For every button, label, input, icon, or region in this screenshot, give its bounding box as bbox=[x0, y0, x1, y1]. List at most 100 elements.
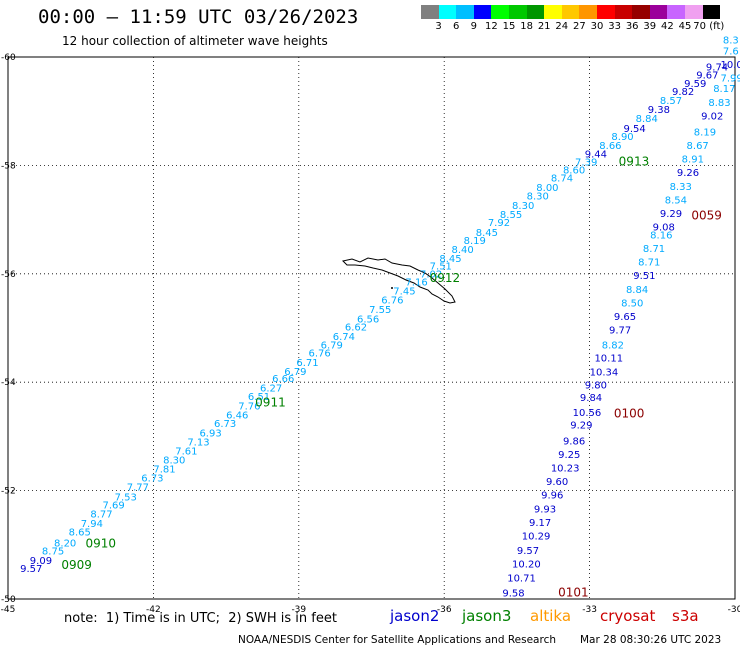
pass-time-label: 0913 bbox=[619, 154, 650, 168]
lat-tick-label: -54 bbox=[1, 378, 16, 388]
wave-height-value: 6.93 bbox=[199, 428, 221, 439]
legend-swatch bbox=[684, 5, 703, 19]
wave-height-value: 7.02 bbox=[420, 270, 442, 281]
wave-height-value: 6.79 bbox=[321, 341, 343, 352]
wave-height-value: 7.61 bbox=[175, 446, 197, 457]
pass-time-label: 0101 bbox=[558, 585, 589, 599]
wave-height-value: 8.19 bbox=[694, 128, 716, 139]
wave-height-value: 8.33 bbox=[670, 182, 692, 193]
legend-swatch bbox=[579, 5, 597, 19]
island-outline bbox=[342, 257, 456, 304]
legend-swatch bbox=[491, 5, 509, 19]
legend-swatch bbox=[526, 5, 545, 19]
wave-height-value: 7.51 bbox=[430, 261, 452, 272]
wave-height-value: 9.25 bbox=[558, 450, 580, 461]
wave-height-value: 6.71 bbox=[296, 358, 318, 369]
wave-height-value: 9.57 bbox=[517, 546, 539, 557]
wave-height-value: 8.84 bbox=[636, 114, 658, 125]
pass-time-label: 0912 bbox=[430, 271, 461, 285]
wave-height-value: 10.29 bbox=[522, 531, 551, 542]
wave-height-value: 8.30 bbox=[512, 201, 534, 212]
wave-height-value: 7.92 bbox=[488, 218, 510, 229]
wave-height-value: 9.26 bbox=[677, 168, 699, 179]
legend-label: 6 bbox=[453, 21, 460, 32]
wave-height-value: 6.56 bbox=[357, 315, 379, 326]
page-title: 00:00 – 11:59 UTC 03/26/2023 bbox=[38, 6, 359, 28]
wave-height-value: 7.99 bbox=[720, 73, 740, 84]
wave-height-value: 9.17 bbox=[529, 518, 551, 529]
legend-label: 70 (ft) bbox=[693, 21, 725, 32]
wave-height-value: 6.51 bbox=[248, 392, 270, 403]
wave-height-value: 9.84 bbox=[580, 393, 602, 404]
legend-swatch bbox=[667, 5, 685, 19]
wave-height-value: 8.45 bbox=[439, 254, 461, 265]
lon-tick-label: -39 bbox=[291, 605, 306, 615]
legend-label: 21 bbox=[537, 21, 551, 32]
wave-height-value: 8.71 bbox=[643, 244, 665, 255]
legend-swatch bbox=[596, 5, 615, 19]
legend-swatch bbox=[508, 5, 527, 19]
lat-tick-label: -50 bbox=[1, 595, 16, 605]
legend-swatch bbox=[544, 5, 562, 19]
wave-height-value: 7.45 bbox=[393, 286, 415, 297]
wave-height-value: 7.69 bbox=[103, 500, 125, 511]
wave-height-value: 6.46 bbox=[226, 411, 248, 422]
wave-height-value: 10.0 bbox=[720, 60, 740, 71]
legend-label: 3 bbox=[435, 21, 442, 32]
wave-height-value: 10.56 bbox=[573, 408, 602, 419]
legend-label: 45 bbox=[678, 21, 692, 32]
satellite-jason3: jason3 bbox=[462, 607, 512, 625]
wave-height-value: 10.71 bbox=[507, 574, 536, 585]
wave-height-value: 8.30 bbox=[527, 192, 549, 203]
wave-height-value: 7.55 bbox=[369, 305, 391, 316]
wave-height-value: 8.54 bbox=[665, 195, 687, 206]
legend-label: 30 bbox=[590, 21, 604, 32]
wave-height-value: 9.60 bbox=[546, 477, 568, 488]
wave-height-value: 8.57 bbox=[660, 96, 682, 107]
wave-height-value: 8.90 bbox=[611, 132, 633, 143]
wave-height-value: 6.73 bbox=[214, 419, 236, 430]
legend-swatch bbox=[614, 5, 633, 19]
wave-height-value: 6.76 bbox=[381, 296, 403, 307]
wave-height-value: 6.76 bbox=[308, 349, 330, 360]
timestamp-text: Mar 28 08:30:26 UTC 2023 bbox=[580, 634, 722, 646]
wave-height-value: 7.6 bbox=[723, 46, 739, 57]
wave-height-value: 9.93 bbox=[534, 504, 556, 515]
wave-height-value: 10.20 bbox=[512, 560, 541, 571]
wave-height-value: 6.73 bbox=[141, 473, 163, 484]
wave-height-value: 8.67 bbox=[687, 141, 709, 152]
legend-label: 36 bbox=[625, 21, 639, 32]
lon-tick-label: -42 bbox=[146, 605, 161, 615]
wave-height-value: 7.39 bbox=[575, 157, 597, 168]
satellite-altika: altika bbox=[530, 607, 572, 625]
wave-height-value: 8.74 bbox=[551, 174, 573, 185]
wave-height-value: 9.51 bbox=[633, 271, 655, 282]
wave-height-value: 8.77 bbox=[90, 510, 112, 521]
wave-height-value: 10.34 bbox=[590, 368, 619, 379]
page-subtitle: 12 hour collection of altimeter wave hei… bbox=[62, 34, 328, 48]
wave-height-value: 9.86 bbox=[563, 437, 585, 448]
note-text: note: 1) Time is in UTC; 2) SWH is in fe… bbox=[64, 611, 337, 626]
legend-label: 9 bbox=[470, 21, 477, 32]
wave-height-value: 9.59 bbox=[684, 79, 706, 90]
wave-height-value: 9.09 bbox=[30, 556, 52, 567]
wave-height-value: 7.13 bbox=[187, 438, 209, 449]
wave-height-value: 10.23 bbox=[551, 464, 580, 475]
wave-height-value: 9.77 bbox=[609, 325, 631, 336]
wave-height-value: 9.58 bbox=[502, 588, 524, 599]
legend-label: 24 bbox=[555, 21, 569, 32]
legend-label: 27 bbox=[573, 21, 586, 32]
wave-height-value: 9.96 bbox=[541, 491, 563, 502]
wave-height-value: 10.11 bbox=[594, 354, 623, 365]
pass-time-label: 0059 bbox=[691, 209, 722, 223]
wave-height-value: 8.3 bbox=[723, 35, 739, 46]
wave-height-value: 8.00 bbox=[536, 183, 558, 194]
wave-height-value: 9.29 bbox=[660, 209, 682, 220]
wave-height-value: 9.54 bbox=[624, 124, 646, 135]
pass-time-label: 0100 bbox=[614, 406, 645, 420]
legend-label: 42 bbox=[661, 21, 674, 32]
wave-height-value: 9.38 bbox=[648, 105, 670, 116]
legend-swatch bbox=[473, 5, 492, 19]
wave-height-value: 8.19 bbox=[464, 236, 486, 247]
